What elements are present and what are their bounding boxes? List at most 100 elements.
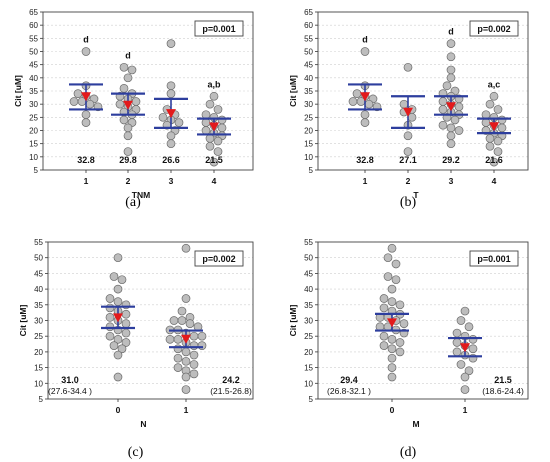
group-value-label: 21.6 xyxy=(485,155,503,165)
y-tick-label: 25 xyxy=(304,332,313,341)
p-value-label: p=0.002 xyxy=(202,254,235,264)
group-value-label: 21.5 xyxy=(494,375,512,385)
x-axis-label: N xyxy=(140,419,146,429)
data-point xyxy=(446,39,456,48)
mean-marker xyxy=(123,100,133,110)
data-point xyxy=(403,147,413,156)
data-point xyxy=(166,39,176,48)
x-tick-label: 2 xyxy=(406,176,411,186)
data-point xyxy=(464,366,474,376)
data-point xyxy=(173,363,183,372)
p-value-label: p=0.001 xyxy=(202,24,235,34)
data-point xyxy=(166,139,176,149)
mean-marker xyxy=(113,313,123,323)
y-tick-label: 5 xyxy=(34,166,39,175)
data-point xyxy=(379,294,389,303)
significance-annotation: a,b xyxy=(207,79,221,89)
data-point xyxy=(115,99,125,109)
data-point xyxy=(189,360,199,369)
data-point xyxy=(446,73,456,83)
significance-annotation: d xyxy=(125,50,131,60)
y-tick-label: 50 xyxy=(304,254,313,263)
y-axis-label: Cit [uM] xyxy=(13,75,23,107)
data-point xyxy=(177,316,187,325)
data-point xyxy=(383,253,393,263)
y-tick-label: 25 xyxy=(34,332,43,341)
data-point xyxy=(387,297,397,307)
data-point xyxy=(348,97,358,106)
chart-panel-b: 5 10 15 20 25 30 35 40 45 50 55 60 65 Cit [uM] p=0.002… xyxy=(288,8,529,210)
y-tick-label: 50 xyxy=(304,48,313,57)
y-tick-label: 55 xyxy=(304,238,313,247)
x-tick-label: 0 xyxy=(116,405,121,415)
data-point xyxy=(73,89,83,98)
y-tick-label: 10 xyxy=(29,153,38,162)
p-value-box xyxy=(469,20,519,37)
y-tick-label: 35 xyxy=(34,301,43,310)
x-axis-label: TNM xyxy=(132,190,150,200)
data-point xyxy=(360,110,370,120)
y-tick-label: 25 xyxy=(29,113,38,122)
data-point xyxy=(460,306,470,316)
plot-frame xyxy=(317,11,529,171)
data-point xyxy=(403,131,413,141)
data-point xyxy=(217,123,227,133)
y-tick-label: 30 xyxy=(304,317,313,326)
data-point xyxy=(460,372,470,382)
data-point xyxy=(379,303,389,313)
p-value-label: p=0.002 xyxy=(477,24,510,34)
y-tick-label: 5 xyxy=(39,395,44,404)
data-point xyxy=(391,259,401,269)
data-point xyxy=(123,123,133,133)
group-ci-label: (27.6-34.4 ) xyxy=(48,386,92,396)
y-tick-label: 5 xyxy=(309,395,314,404)
x-tick-label: 1 xyxy=(184,405,189,415)
data-point xyxy=(387,334,397,344)
data-point xyxy=(454,126,464,135)
x-tick-label: 4 xyxy=(492,176,497,186)
y-tick-label: 20 xyxy=(29,127,38,136)
y-tick-label: 50 xyxy=(34,254,43,263)
data-point xyxy=(497,115,507,125)
data-point xyxy=(395,347,405,357)
y-tick-label: 20 xyxy=(304,127,313,136)
data-point xyxy=(121,328,131,338)
data-point xyxy=(173,353,183,363)
data-point xyxy=(113,253,123,263)
data-point xyxy=(489,91,499,101)
chart-panel-d: 5 10 15 20 25 30 35 40 45 50 55 Cit [uM] p=0.001 0 29.… xyxy=(288,238,529,460)
data-point xyxy=(387,243,397,253)
data-point xyxy=(105,294,115,303)
chart-panel-a: 5 10 15 20 25 30 35 40 45 50 55 60 65 Cit [uM] p=0.001… xyxy=(13,8,254,210)
data-point xyxy=(127,65,137,75)
data-point xyxy=(217,115,227,125)
data-point xyxy=(456,360,466,369)
data-point xyxy=(119,84,129,93)
data-point xyxy=(105,313,115,322)
data-point xyxy=(387,372,397,382)
data-point xyxy=(395,300,405,310)
group-value-label: 31.0 xyxy=(61,375,79,385)
y-tick-label: 15 xyxy=(304,364,313,373)
mean-marker xyxy=(81,92,91,102)
data-point xyxy=(81,47,91,56)
data-point xyxy=(105,303,115,313)
y-tick-label: 45 xyxy=(34,269,43,278)
data-point xyxy=(113,372,123,382)
data-point xyxy=(169,316,179,325)
group-value-label: 29.8 xyxy=(119,155,137,165)
data-point xyxy=(174,118,184,127)
data-point xyxy=(158,112,168,122)
data-point xyxy=(181,356,191,366)
panel-label: (b) xyxy=(400,195,417,210)
y-tick-label: 50 xyxy=(29,48,38,57)
data-point xyxy=(109,341,119,350)
data-point xyxy=(493,136,503,146)
data-point xyxy=(452,328,462,338)
data-point xyxy=(205,99,215,109)
data-point xyxy=(181,385,191,394)
y-axis-label: Cit [uM] xyxy=(288,75,298,107)
y-tick-label: 30 xyxy=(29,100,38,109)
y-tick-label: 40 xyxy=(304,285,313,294)
y-tick-label: 65 xyxy=(29,8,38,17)
